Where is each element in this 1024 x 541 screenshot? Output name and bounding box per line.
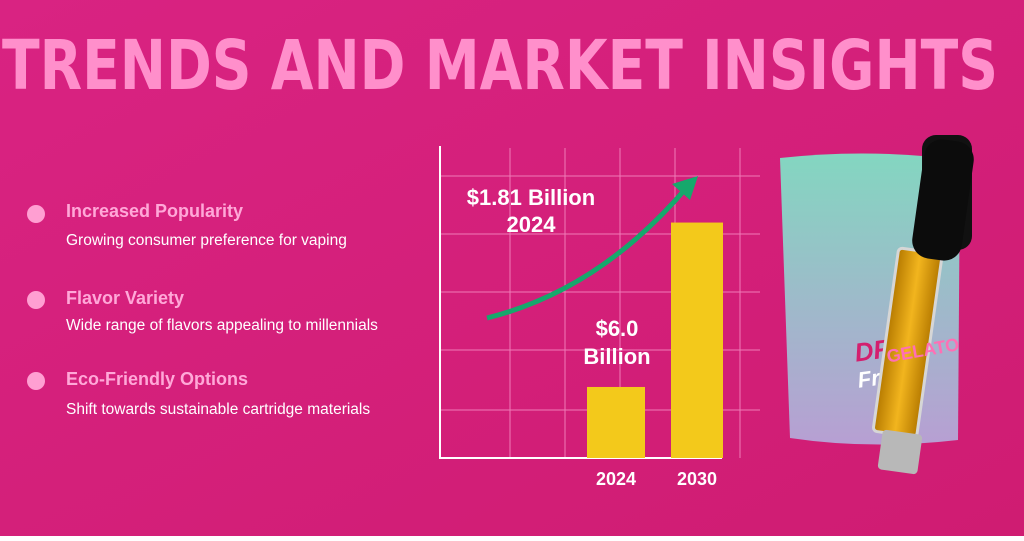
point-title: Increased Popularity (66, 201, 243, 221)
bullet (27, 291, 45, 309)
x-tick-label: 2030 (677, 469, 717, 489)
annotation: $6.0 (596, 316, 639, 341)
annotation: Billion (583, 344, 650, 369)
bar (587, 386, 645, 458)
product-image: DRAG Fru GELATO (780, 135, 974, 475)
bullet-list: Increased Popularity Growing consumer pr… (27, 201, 378, 418)
point-text: Growing consumer preference for vaping (66, 232, 347, 249)
point-text: Wide range of flavors appealing to mille… (66, 317, 378, 334)
bullet (27, 372, 45, 390)
annotation: 2024 (507, 212, 557, 237)
title: TRENDS AND MARKET INSIGHTS (2, 25, 998, 106)
trend-arrow (486, 184, 690, 321)
point-title: Eco-Friendly Options (66, 369, 248, 389)
arrow-head (672, 176, 698, 200)
annotation: $1.81 Billion (467, 185, 595, 210)
point-title: Flavor Variety (66, 288, 184, 308)
bar (671, 222, 723, 458)
bullet (27, 205, 45, 223)
x-tick-label: 2024 (596, 469, 636, 489)
point-text: Shift towards sustainable cartridge mate… (66, 401, 370, 418)
chart: $1.81 Billion 2024 $6.0 Billion 2024 2030 (439, 146, 760, 489)
